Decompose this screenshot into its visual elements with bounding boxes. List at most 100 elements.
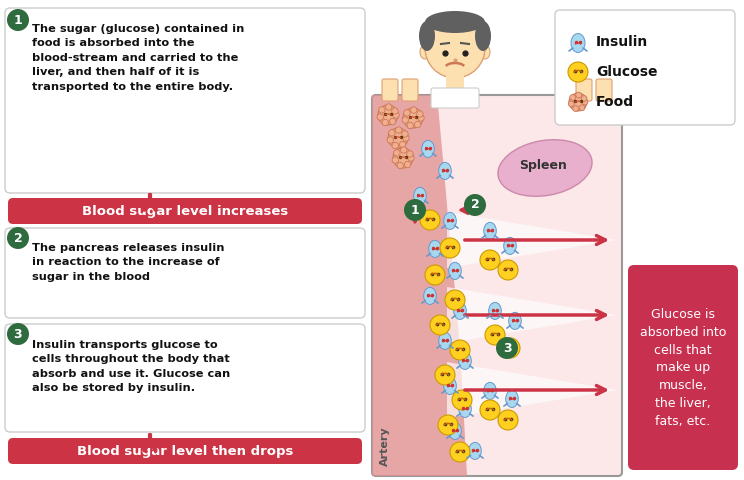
Circle shape <box>7 323 29 345</box>
Circle shape <box>440 238 460 258</box>
Circle shape <box>397 162 403 168</box>
Text: 2: 2 <box>13 231 22 244</box>
Text: Insulin: Insulin <box>596 35 648 49</box>
Circle shape <box>418 115 424 121</box>
Circle shape <box>394 150 400 156</box>
Circle shape <box>396 127 402 133</box>
Circle shape <box>450 340 470 360</box>
Ellipse shape <box>475 21 491 51</box>
FancyBboxPatch shape <box>431 88 479 108</box>
Circle shape <box>388 130 395 136</box>
FancyBboxPatch shape <box>596 79 612 101</box>
FancyBboxPatch shape <box>5 8 365 193</box>
FancyBboxPatch shape <box>8 438 362 464</box>
Circle shape <box>581 96 587 101</box>
Text: The sugar (glucose) contained in
food is absorbed into the
blood-stream and carr: The sugar (glucose) contained in food is… <box>32 24 244 92</box>
FancyBboxPatch shape <box>555 10 735 125</box>
Circle shape <box>404 109 410 116</box>
Circle shape <box>392 142 399 149</box>
Text: Insulin transports glucose to
cells throughout the body that
absorb and use it. : Insulin transports glucose to cells thro… <box>32 340 230 393</box>
Ellipse shape <box>506 390 519 408</box>
Circle shape <box>387 137 394 143</box>
Text: 2: 2 <box>471 199 479 212</box>
Circle shape <box>389 119 396 125</box>
Ellipse shape <box>439 332 452 349</box>
Circle shape <box>425 265 445 285</box>
Ellipse shape <box>469 443 481 459</box>
Circle shape <box>379 107 385 113</box>
Circle shape <box>411 107 417 113</box>
Polygon shape <box>447 287 617 343</box>
Circle shape <box>388 128 408 148</box>
Circle shape <box>377 114 383 120</box>
Circle shape <box>569 93 587 111</box>
Circle shape <box>402 131 408 137</box>
Circle shape <box>385 104 392 110</box>
Circle shape <box>393 112 400 118</box>
Ellipse shape <box>484 383 496 399</box>
Circle shape <box>404 199 426 221</box>
Ellipse shape <box>489 302 501 320</box>
Circle shape <box>403 108 423 128</box>
Circle shape <box>500 338 520 358</box>
Text: 3: 3 <box>13 327 22 340</box>
Circle shape <box>417 111 423 117</box>
Ellipse shape <box>439 162 452 180</box>
Circle shape <box>378 105 398 125</box>
Ellipse shape <box>509 312 522 329</box>
Polygon shape <box>447 212 617 268</box>
Polygon shape <box>447 362 617 418</box>
FancyBboxPatch shape <box>576 79 592 101</box>
Ellipse shape <box>414 187 426 204</box>
Ellipse shape <box>449 263 461 279</box>
FancyBboxPatch shape <box>8 198 362 224</box>
Circle shape <box>445 290 465 310</box>
Ellipse shape <box>429 240 441 257</box>
Circle shape <box>400 141 405 148</box>
FancyBboxPatch shape <box>446 75 464 97</box>
Circle shape <box>435 365 455 385</box>
Circle shape <box>496 337 518 359</box>
FancyBboxPatch shape <box>5 324 365 432</box>
FancyBboxPatch shape <box>402 79 418 101</box>
Text: 3: 3 <box>503 341 511 355</box>
FancyBboxPatch shape <box>628 265 738 470</box>
Circle shape <box>405 161 411 168</box>
Circle shape <box>420 210 440 230</box>
Circle shape <box>498 410 518 430</box>
Circle shape <box>414 121 421 128</box>
Circle shape <box>579 105 585 110</box>
Circle shape <box>407 151 413 157</box>
Circle shape <box>392 108 398 114</box>
Ellipse shape <box>571 34 585 52</box>
Text: Spleen: Spleen <box>519 158 567 171</box>
Ellipse shape <box>420 45 430 59</box>
Circle shape <box>403 135 409 141</box>
Circle shape <box>568 62 588 82</box>
Text: 1: 1 <box>411 204 420 216</box>
Circle shape <box>452 390 472 410</box>
Ellipse shape <box>443 377 456 395</box>
Polygon shape <box>372 95 467 476</box>
Circle shape <box>408 155 414 161</box>
Ellipse shape <box>459 352 471 370</box>
Circle shape <box>480 250 500 270</box>
Text: Blood sugar level increases: Blood sugar level increases <box>82 204 288 217</box>
Text: Artery: Artery <box>380 426 390 466</box>
Circle shape <box>582 99 588 105</box>
Text: The pancreas releases insulin
in reaction to the increase of
sugar in the blood: The pancreas releases insulin in reactio… <box>32 243 225 282</box>
Circle shape <box>438 415 458 435</box>
Ellipse shape <box>454 302 466 320</box>
Text: Glucose: Glucose <box>596 65 658 79</box>
Circle shape <box>480 400 500 420</box>
Text: Glucose is
absorbed into
cells that
make up
muscle,
the liver,
fats, etc.: Glucose is absorbed into cells that make… <box>640 308 726 429</box>
Ellipse shape <box>425 11 485 33</box>
FancyBboxPatch shape <box>382 79 398 101</box>
Text: 1: 1 <box>13 13 22 26</box>
Circle shape <box>464 194 486 216</box>
Circle shape <box>450 442 470 462</box>
Circle shape <box>382 120 388 126</box>
Ellipse shape <box>449 422 461 440</box>
Circle shape <box>392 157 399 163</box>
FancyBboxPatch shape <box>372 95 622 476</box>
